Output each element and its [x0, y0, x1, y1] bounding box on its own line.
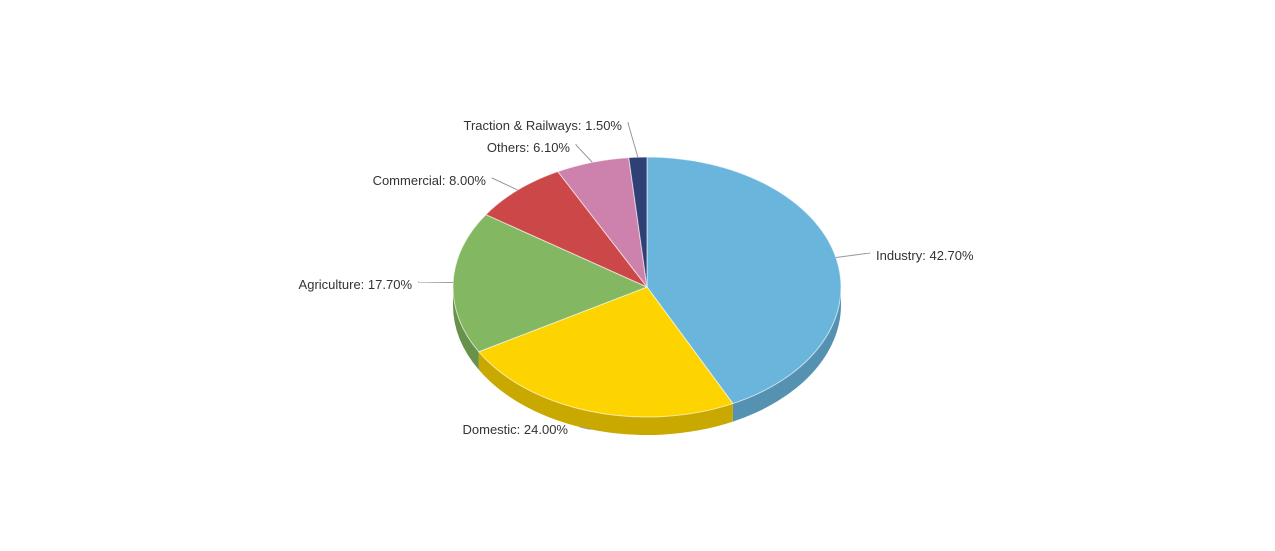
slice-agriculture[interactable]: [452, 214, 649, 353]
slice-side-domestic: [478, 351, 733, 435]
slice-domestic[interactable]: [477, 286, 734, 418]
leader-line-traction-railways: [627, 122, 639, 158]
slice-label-traction-railways: Traction & Railways: 1.50%: [464, 118, 623, 133]
slice-label-agriculture: Agriculture: 17.70%: [299, 277, 413, 292]
slice-labels: Industry: 42.70% Domestic: 24.00% Agricult…: [299, 118, 974, 437]
slice-label-others: Others: 6.10%: [487, 140, 571, 155]
leader-line-agriculture: [417, 281, 454, 284]
slice-side-agriculture: [453, 287, 479, 370]
slice-traction-railways[interactable]: [628, 156, 648, 288]
slice-industry[interactable]: [646, 156, 842, 405]
leader-line-commercial: [491, 177, 519, 191]
leader-line-others: [574, 144, 593, 163]
slice-side-industry: [732, 287, 841, 422]
leader-line-industry: [835, 252, 871, 258]
leader-line-domestic: [579, 426, 591, 430]
slice-label-commercial: Commercial: 8.00%: [373, 173, 487, 188]
slice-label-domestic: Domestic: 24.00%: [463, 422, 569, 437]
slice-tops: [452, 156, 842, 418]
slice-sides: [453, 287, 841, 435]
slice-commercial[interactable]: [484, 170, 648, 288]
slice-label-industry: Industry: 42.70%: [876, 248, 974, 263]
